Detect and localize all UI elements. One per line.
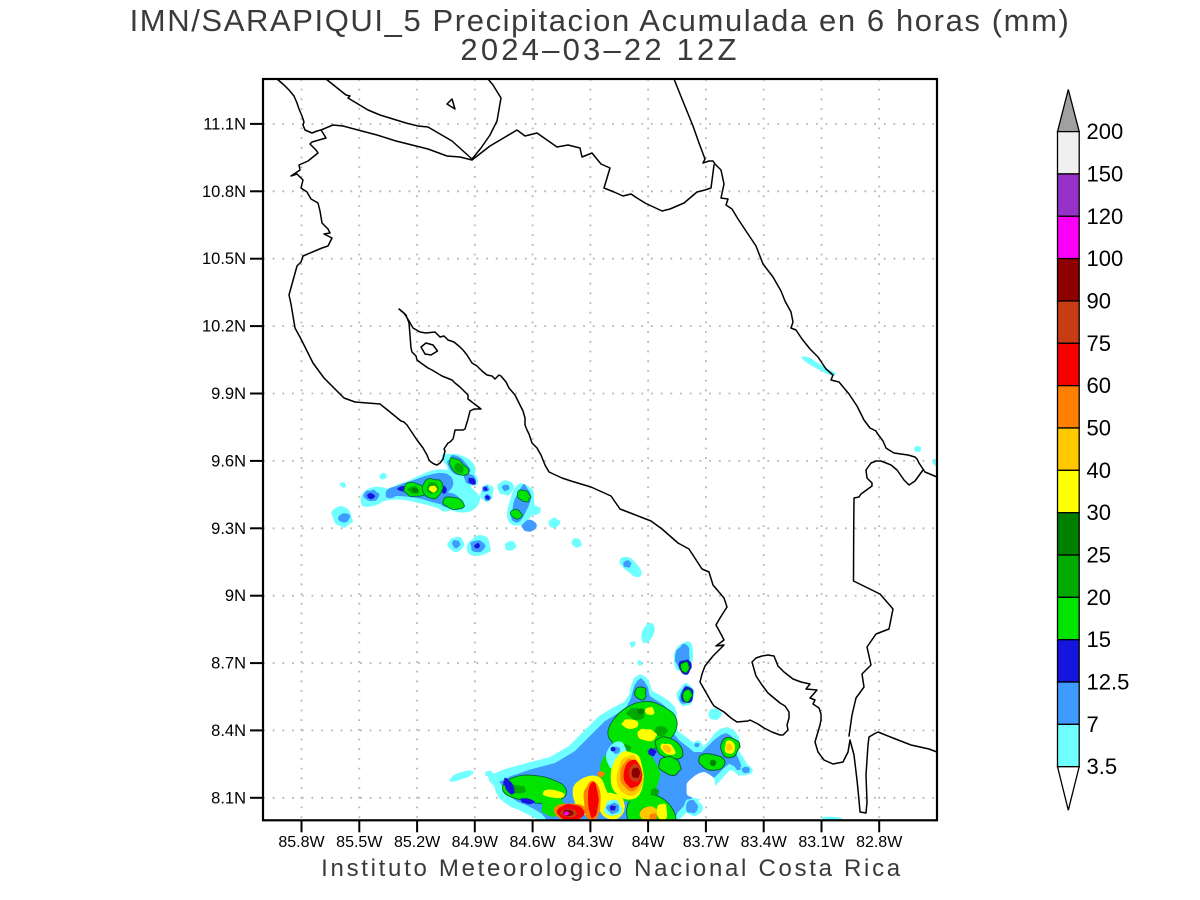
svg-text:8.1N: 8.1N (211, 789, 246, 807)
svg-text:15: 15 (1087, 627, 1111, 652)
svg-text:84.6W: 84.6W (509, 834, 556, 851)
svg-text:11.1N: 11.1N (203, 115, 246, 133)
svg-text:10.2N: 10.2N (202, 318, 246, 336)
svg-text:Instituto Meteorologico Nacion: Instituto Meteorologico Nacional Costa R… (321, 855, 903, 882)
svg-text:90: 90 (1087, 289, 1111, 314)
svg-text:83.4W: 83.4W (741, 834, 788, 851)
svg-text:7: 7 (1087, 712, 1099, 737)
svg-text:8.4N: 8.4N (211, 722, 246, 740)
svg-text:40: 40 (1087, 458, 1111, 483)
svg-text:9.6N: 9.6N (211, 452, 246, 470)
svg-text:150: 150 (1087, 161, 1124, 186)
svg-text:10.5N: 10.5N (202, 250, 246, 268)
svg-text:9N: 9N (225, 587, 246, 605)
svg-text:30: 30 (1087, 500, 1111, 525)
svg-text:85.2W: 85.2W (394, 834, 441, 851)
svg-text:IMN/SARAPIQUI_5 Precipitacion: IMN/SARAPIQUI_5 Precipitacion Acumulada … (130, 3, 1071, 38)
svg-text:83.1W: 83.1W (798, 834, 845, 851)
svg-text:9.3N: 9.3N (211, 520, 246, 538)
svg-text:10.8N: 10.8N (202, 183, 246, 201)
svg-text:200: 200 (1087, 119, 1124, 144)
svg-text:50: 50 (1087, 416, 1111, 441)
svg-text:85.5W: 85.5W (336, 834, 383, 851)
svg-text:12.5: 12.5 (1087, 670, 1130, 695)
svg-text:20: 20 (1087, 585, 1111, 610)
svg-text:9.9N: 9.9N (211, 385, 246, 403)
svg-text:60: 60 (1087, 373, 1111, 398)
svg-text:83.7W: 83.7W (683, 834, 730, 851)
svg-text:25: 25 (1087, 543, 1111, 568)
svg-text:100: 100 (1087, 246, 1124, 271)
svg-text:120: 120 (1087, 204, 1124, 229)
svg-text:84W: 84W (632, 834, 666, 851)
svg-text:2024–03–22 12Z: 2024–03–22 12Z (460, 32, 739, 67)
svg-text:75: 75 (1087, 331, 1111, 356)
svg-text:84.3W: 84.3W (567, 834, 614, 851)
svg-text:84.9W: 84.9W (452, 834, 499, 851)
svg-text:85.8W: 85.8W (278, 834, 325, 851)
svg-text:8.7N: 8.7N (211, 655, 246, 673)
svg-text:82.8W: 82.8W (856, 834, 903, 851)
svg-text:3.5: 3.5 (1087, 754, 1118, 779)
